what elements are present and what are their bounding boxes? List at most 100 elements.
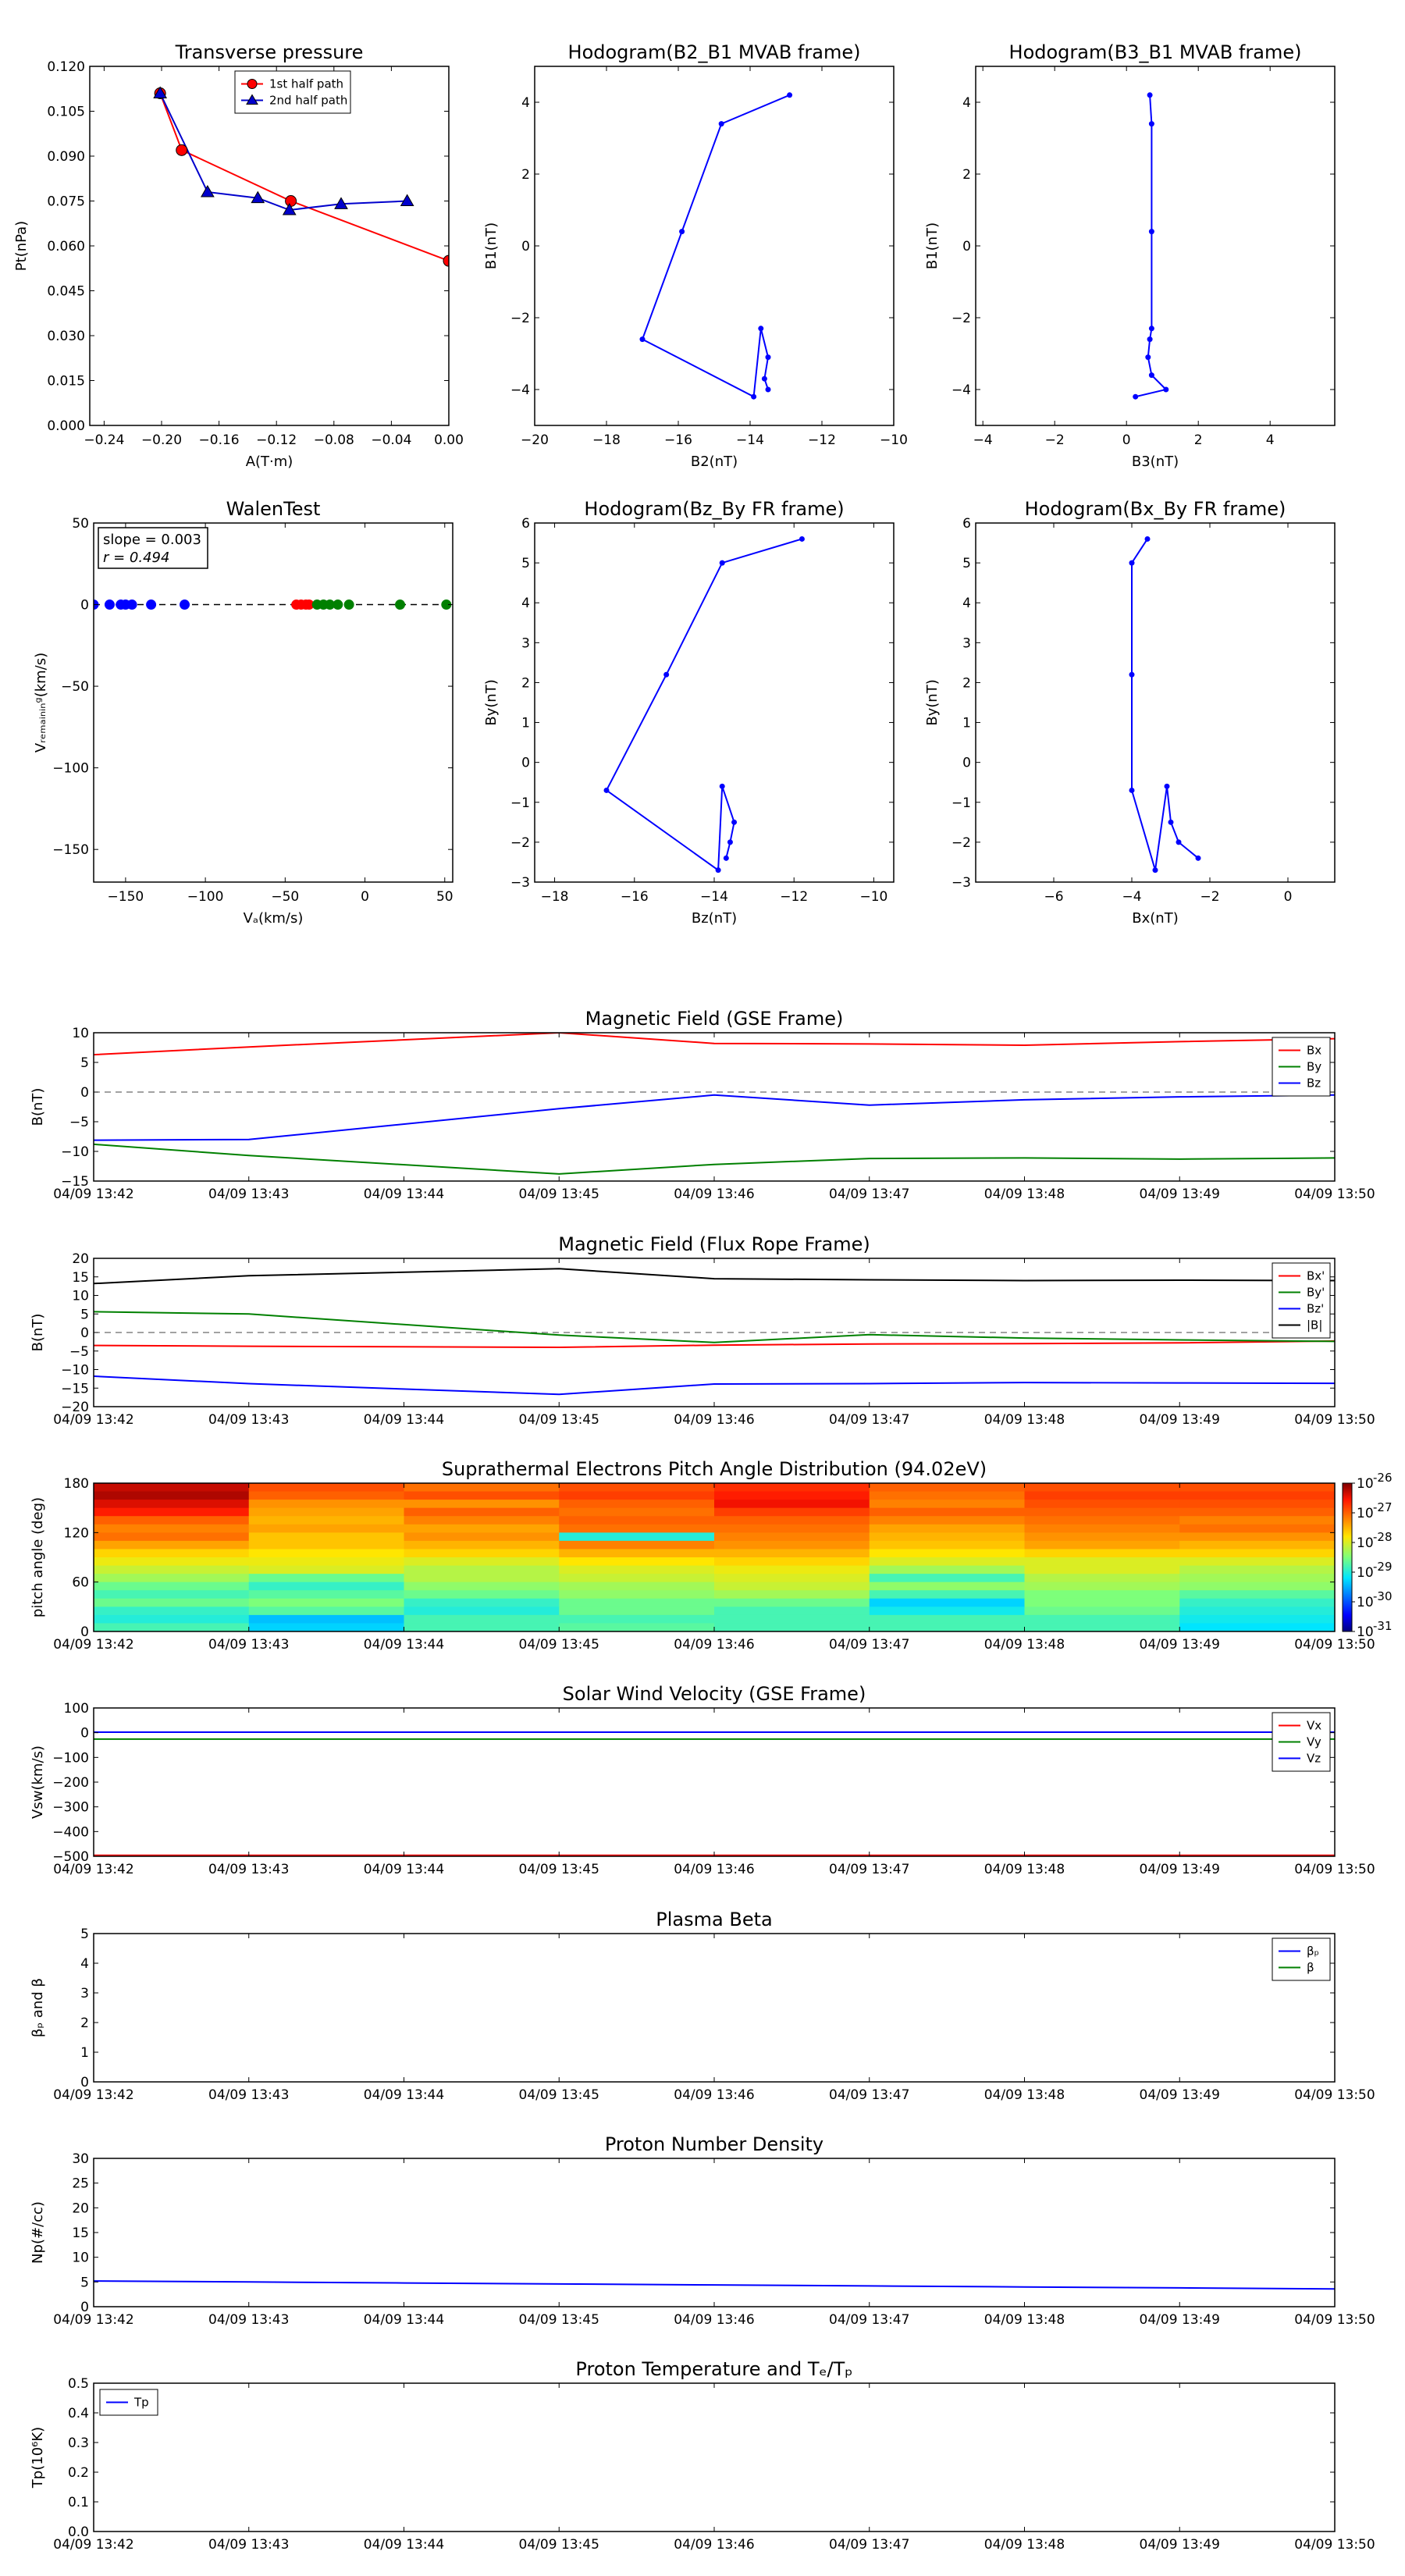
data-point xyxy=(787,92,793,98)
data-point xyxy=(799,535,805,542)
chart-title: Hodogram(B2_B1 MVAB frame) xyxy=(568,41,861,63)
colorbar-tick-label: 10 xyxy=(1357,1506,1374,1521)
x-tick-label: 4 xyxy=(1266,432,1275,448)
plot-area xyxy=(94,1483,1335,1631)
heatmap-cell xyxy=(1179,1483,1335,1493)
heatmap-cell xyxy=(1179,1491,1335,1500)
heatmap-cell xyxy=(1024,1598,1180,1607)
x-tick-label: 04/09 13:42 xyxy=(53,1412,133,1428)
heatmap-cell xyxy=(714,1540,870,1550)
x-tick-label: 04/09 13:44 xyxy=(364,2087,444,2103)
data-point xyxy=(731,819,738,825)
heatmap-cell xyxy=(94,1524,250,1533)
y-tick-label: −3 xyxy=(510,875,530,891)
heatmap-cell xyxy=(869,1606,1026,1616)
heatmap-cell xyxy=(94,1598,250,1607)
series-line-Bx xyxy=(94,1340,1335,1349)
x-axis-label: Bz(nT) xyxy=(692,910,737,927)
data-point xyxy=(395,600,406,610)
legend-label: Vx xyxy=(1307,1719,1321,1733)
legend-marker xyxy=(247,79,258,89)
heatmap-cell xyxy=(94,1565,250,1574)
y-tick-label: 0.075 xyxy=(47,194,85,210)
x-tick-label: 50 xyxy=(436,889,454,905)
y-tick-label: −4 xyxy=(510,382,530,398)
heatmap-cell xyxy=(1179,1507,1335,1517)
data-point xyxy=(758,326,764,332)
x-axis-label: Bx(nT) xyxy=(1132,910,1178,927)
heatmap-cell xyxy=(559,1582,715,1591)
data-point xyxy=(727,839,733,845)
colorbar-tick-exponent: -29 xyxy=(1373,1560,1393,1574)
chart-title: Solar Wind Velocity (GSE Frame) xyxy=(563,1683,866,1705)
y-tick-label: 0 xyxy=(962,756,971,771)
heatmap-cell xyxy=(1024,1549,1180,1558)
y-axis-label: Vᵣₑₘₐᵢₙᵢₙᵍ(km/s) xyxy=(33,653,49,753)
plot-frame xyxy=(93,1482,1336,1632)
legend-marker xyxy=(246,94,258,105)
colorbar xyxy=(1342,1482,1353,1632)
y-tick-label: 0 xyxy=(80,1085,89,1101)
data-point xyxy=(1152,867,1158,873)
y-tick-label: 3 xyxy=(521,635,530,651)
y-tick-label: 0 xyxy=(80,1726,89,1742)
plot-frame xyxy=(534,66,895,426)
heatmap-cell xyxy=(714,1574,870,1583)
heatmap-cell xyxy=(714,1549,870,1558)
colorbar-tick-exponent: -30 xyxy=(1373,1589,1393,1603)
y-tick-label: 0.105 xyxy=(47,105,85,120)
y-tick-label: 2 xyxy=(80,2016,89,2031)
heatmap-cell xyxy=(1179,1524,1335,1533)
y-tick-label: 0 xyxy=(521,756,530,771)
heatmap-cell xyxy=(94,1540,250,1550)
y-tick-label: −400 xyxy=(52,1824,89,1840)
heatmap-cell xyxy=(94,1557,250,1567)
x-tick-label: 04/09 13:44 xyxy=(364,2537,444,2553)
heatmap-cell xyxy=(559,1549,715,1558)
y-tick-label: 0.0 xyxy=(68,2524,89,2540)
y-tick-label: 4 xyxy=(80,1956,89,1972)
x-tick-label: −0.04 xyxy=(371,432,411,448)
x-tick-label: 04/09 13:46 xyxy=(674,1862,754,1877)
chart-bgse: Magnetic Field (GSE Frame) −15 −10 −5 0 5 10 04… xyxy=(30,1008,1375,1202)
heatmap-cell xyxy=(714,1491,870,1500)
y-tick-label: 5 xyxy=(962,556,971,571)
y-tick-label: 2 xyxy=(521,675,530,691)
x-tick-label: −10 xyxy=(880,432,908,448)
plot-background xyxy=(976,523,1335,882)
y-tick-label: 1 xyxy=(80,2045,89,2061)
heatmap-cell xyxy=(714,1623,870,1631)
heatmap-cell xyxy=(714,1483,870,1493)
data-point xyxy=(1164,783,1170,789)
data-point xyxy=(343,600,354,610)
y-tick-label: 0.000 xyxy=(47,418,85,434)
heatmap-cell xyxy=(404,1483,560,1493)
heatmap-cell xyxy=(869,1574,1026,1583)
heatmap-cell xyxy=(1024,1524,1180,1533)
heatmap-cell xyxy=(1179,1582,1335,1591)
heatmap-cell xyxy=(248,1549,405,1558)
x-tick-label: 04/09 13:47 xyxy=(829,2087,909,2103)
y-tick-label: −15 xyxy=(61,1381,89,1397)
y-tick-label: −5 xyxy=(69,1115,89,1130)
y-tick-label: 15 xyxy=(72,1270,89,1286)
heatmap-cell xyxy=(94,1623,250,1631)
heatmap-cell xyxy=(94,1500,250,1509)
y-tick-label: 2 xyxy=(962,167,971,183)
x-tick-label: 04/09 13:47 xyxy=(829,1187,909,1202)
heatmap-cell xyxy=(94,1516,250,1525)
chart-vsw: Solar Wind Velocity (GSE Frame) −500 −400 −… xyxy=(30,1683,1375,1877)
y-tick-label: 0 xyxy=(80,1325,89,1341)
colorbar-tick-label: 10 xyxy=(1357,1565,1374,1581)
colorbar-tick-label: 10 xyxy=(1357,1595,1374,1610)
chart-beta: Plasma Beta 0 1 2 3 4 5 04/09 13:42 04/09 13:43 0… xyxy=(30,1909,1375,2103)
x-tick-label: −0.08 xyxy=(314,432,354,448)
heatmap-cell xyxy=(714,1507,870,1517)
y-tick-label: 4 xyxy=(521,596,530,611)
y-tick-label: −2 xyxy=(951,311,971,326)
y-axis-label: Tp(10⁶K) xyxy=(30,2427,46,2489)
data-point xyxy=(176,144,188,156)
y-tick-label: −4 xyxy=(951,382,971,398)
x-tick-label: 04/09 13:43 xyxy=(208,1187,289,1202)
legend-label: Tp xyxy=(133,2396,149,2410)
